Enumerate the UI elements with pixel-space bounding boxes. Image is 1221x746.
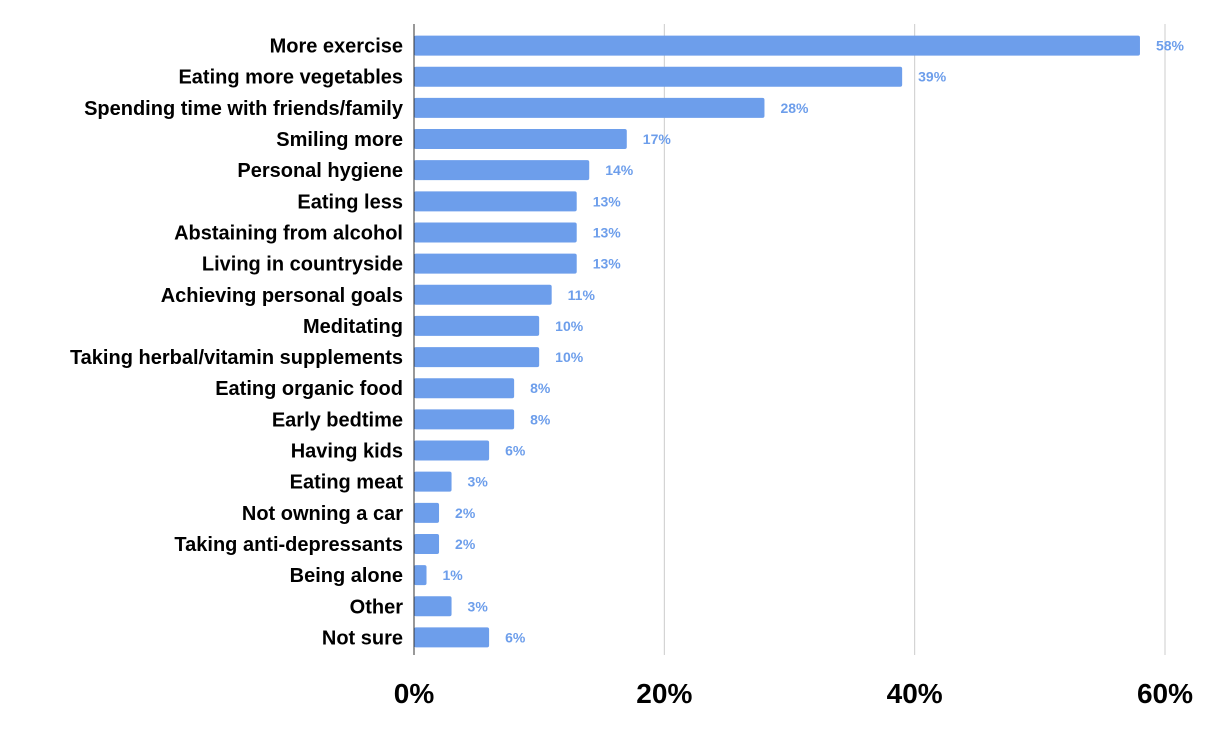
category-label: Having kids	[291, 441, 403, 463]
bar	[414, 97, 765, 118]
category-label: More exercise	[270, 36, 403, 58]
value-label: 3%	[468, 474, 489, 490]
category-label: Taking herbal/vitamin supplements	[70, 347, 403, 369]
bar	[414, 191, 577, 212]
value-label: 8%	[530, 411, 551, 427]
bar	[414, 596, 452, 617]
x-tick-label: 60%	[1137, 678, 1193, 709]
value-label: 8%	[530, 380, 551, 396]
value-label: 6%	[505, 443, 526, 459]
bar	[414, 160, 590, 181]
bar	[414, 347, 540, 368]
bar	[414, 627, 490, 648]
value-label: 14%	[605, 162, 634, 178]
value-label: 11%	[568, 287, 596, 303]
x-axis-ticks: 0% 20% 40% 60%	[394, 678, 1193, 709]
bar	[414, 378, 515, 399]
category-labels: More exercise Eating more vegetables Spend…	[70, 36, 404, 650]
bar	[414, 222, 577, 243]
bar	[414, 284, 552, 305]
bar	[414, 66, 903, 87]
value-label: 13%	[593, 224, 622, 240]
value-label: 6%	[505, 629, 526, 645]
value-label: 13%	[593, 193, 622, 209]
value-label: 3%	[468, 598, 489, 614]
category-label: Personal hygiene	[237, 160, 403, 182]
value-label: 2%	[455, 505, 476, 521]
bar	[414, 253, 577, 274]
value-label: 1%	[443, 567, 464, 583]
category-label: Meditating	[303, 316, 403, 338]
value-label: 10%	[555, 318, 584, 334]
bars	[414, 35, 1140, 648]
category-label: Spending time with friends/family	[84, 98, 404, 120]
bar	[414, 440, 490, 461]
bar	[414, 533, 440, 554]
category-label: Smiling more	[276, 129, 403, 151]
category-label: Eating more vegetables	[178, 67, 403, 89]
bar	[414, 565, 427, 586]
x-tick-label: 0%	[394, 678, 435, 709]
category-label: Taking anti-depressants	[174, 534, 403, 556]
x-tick-label: 40%	[887, 678, 943, 709]
value-label: 17%	[643, 131, 672, 147]
bar	[414, 315, 540, 336]
value-label: 28%	[780, 100, 809, 116]
category-label: Living in countryside	[202, 254, 403, 276]
category-label: Eating less	[297, 191, 403, 213]
category-label: Abstaining from alcohol	[174, 222, 403, 244]
category-label: Early bedtime	[272, 409, 403, 431]
category-label: Being alone	[290, 565, 403, 587]
value-label: 2%	[455, 536, 476, 552]
bar	[414, 35, 1140, 56]
bar	[414, 502, 440, 523]
value-label: 39%	[918, 69, 947, 85]
bar	[414, 129, 627, 150]
category-label: Achieving personal goals	[161, 285, 403, 307]
value-labels: 58%39%28%17%14%13%13%13%11%10%10%8%8%6%3…	[443, 38, 1185, 646]
category-label: Eating organic food	[215, 378, 403, 400]
category-label: Other	[350, 596, 404, 618]
value-label: 10%	[555, 349, 584, 365]
grid-lines	[663, 24, 1166, 655]
bar	[414, 409, 515, 430]
value-label: 58%	[1156, 38, 1185, 54]
category-label: Not sure	[322, 627, 403, 649]
bar	[414, 471, 452, 492]
value-label: 13%	[593, 256, 622, 272]
category-label: Not owning a car	[242, 503, 403, 525]
x-tick-label: 20%	[636, 678, 692, 709]
category-label: Eating meat	[290, 472, 404, 494]
